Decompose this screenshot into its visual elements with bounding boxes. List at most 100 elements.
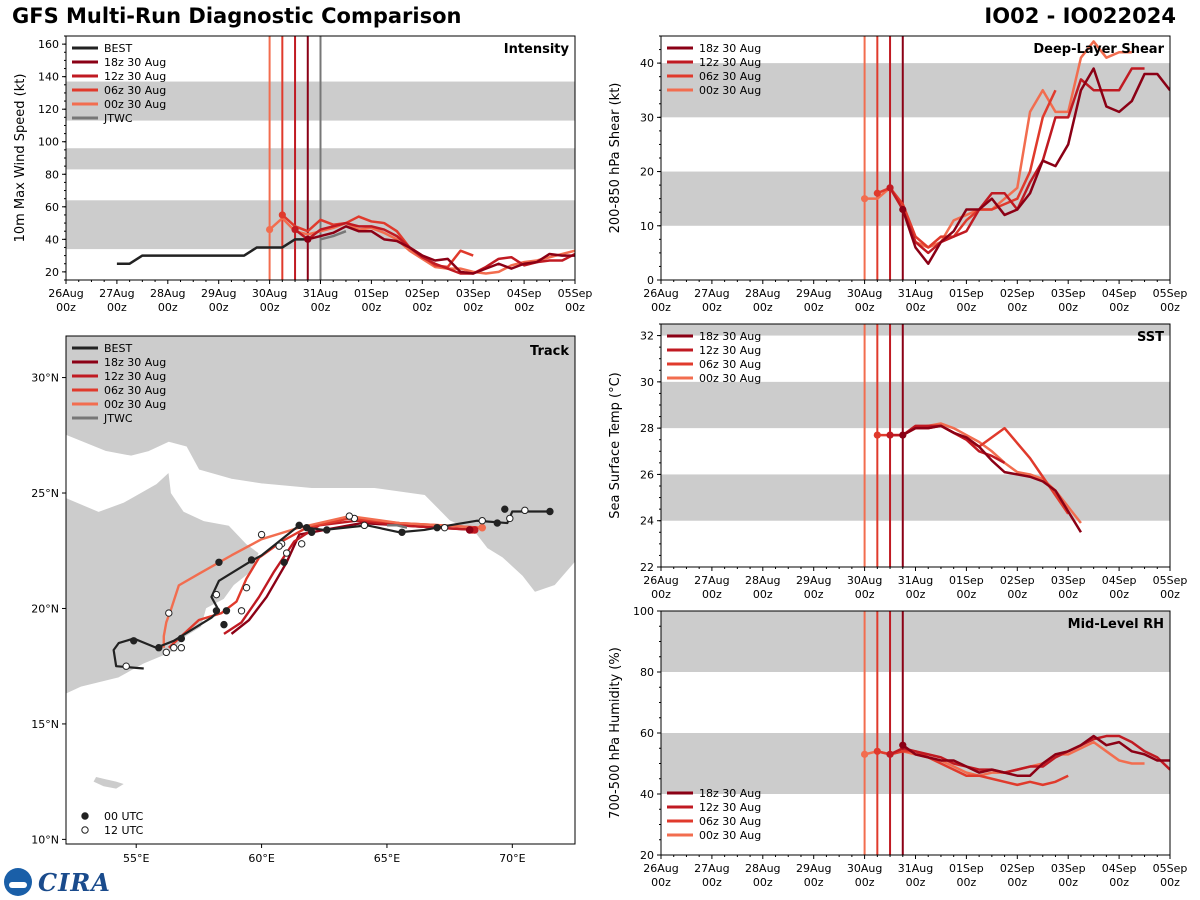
- legend-label: 00z 30 Aug: [699, 829, 761, 842]
- x-tick-label-hour: 00z: [311, 301, 331, 314]
- marker-legend-label: 12 UTC: [104, 824, 144, 837]
- threshold-band: [661, 381, 1170, 429]
- threshold-band: [661, 611, 1170, 672]
- x-tick-label: 05Sep: [1153, 862, 1188, 875]
- x-tick-label: 27Aug: [694, 574, 729, 587]
- y-tick-label: 28: [640, 422, 654, 435]
- x-tick-label: 04Sep: [507, 287, 542, 300]
- series-start-marker-12z: [886, 184, 894, 192]
- y-tick-label: 20: [45, 266, 59, 279]
- series-start-marker-00z: [861, 195, 869, 203]
- chart-sst: 22242628303226Aug00z27Aug00z28Aug00z29Au…: [608, 323, 1188, 601]
- chart-track: 55°E 60°E 65°E 70°E 10°N 15°N 20°N 25°N 30°N Trac…: [31, 335, 576, 865]
- x-tick-label-hour: 00z: [1109, 301, 1129, 314]
- series-start-marker-18z: [899, 741, 907, 749]
- panel-title: Intensity: [504, 42, 570, 57]
- x-tick-label: 30Aug: [252, 287, 287, 300]
- marker-legend-symbol: [81, 812, 89, 820]
- lat-tick-label: 30°N: [31, 372, 59, 385]
- legend-label: 18z 30 Aug: [699, 787, 761, 800]
- best-track-marker-00utc: [129, 637, 138, 645]
- x-tick-label-hour: 00z: [209, 301, 229, 314]
- x-tick-label-hour: 00z: [753, 588, 773, 601]
- y-tick-label: 120: [38, 103, 59, 116]
- x-tick-label: 05Sep: [1153, 287, 1188, 300]
- y-tick-label: 100: [633, 605, 654, 618]
- best-track-marker-00utc: [295, 521, 303, 530]
- track-line-JTWC: [386, 524, 408, 529]
- best-track-marker-00utc: [501, 505, 509, 513]
- y-tick-label: 40: [45, 233, 59, 246]
- plot-area: [661, 324, 1170, 567]
- map-frame: [65, 335, 576, 845]
- x-tick-label: 02Sep: [405, 287, 440, 300]
- legend-label: BEST: [104, 342, 132, 355]
- legend-label: 00z 30 Aug: [699, 372, 761, 385]
- best-track-marker-12utc: [297, 540, 306, 548]
- x-tick-label: 26Aug: [48, 287, 83, 300]
- best-track-marker-00utc: [212, 607, 221, 615]
- x-tick-label: 03Sep: [1051, 287, 1086, 300]
- x-tick-label: 05Sep: [1153, 574, 1188, 587]
- x-tick-label-hour: 00z: [1160, 588, 1180, 601]
- best-track-marker-12utc: [345, 512, 354, 520]
- series-start-marker-12z: [291, 225, 299, 234]
- x-tick-label-hour: 00z: [107, 301, 127, 314]
- best-track-marker-12utc: [162, 648, 170, 657]
- best-track-marker-00utc: [323, 526, 331, 534]
- marker-legend-symbol: [81, 826, 89, 834]
- x-tick-label-hour: 00z: [56, 301, 76, 314]
- x-tick-label-hour: 00z: [1109, 876, 1129, 889]
- x-tick-label-hour: 00z: [514, 301, 534, 314]
- track-line-BEST: [112, 510, 550, 670]
- y-tick-label: 22: [640, 561, 654, 574]
- legend-label: 06z 30 Aug: [699, 70, 761, 83]
- x-tick-label-hour: 00z: [906, 876, 926, 889]
- y-tick-label: 30: [640, 111, 654, 124]
- x-tick-label: 02Sep: [1000, 862, 1035, 875]
- x-tick-label: 01Sep: [949, 287, 984, 300]
- best-track-marker-00utc: [177, 634, 186, 643]
- best-track-marker-12utc: [122, 662, 130, 670]
- best-track-marker-12utc: [165, 609, 173, 617]
- series-line-00z: [268, 216, 575, 275]
- y-axis-label: 200-850 hPa Shear (kt): [608, 83, 623, 234]
- best-track-marker-00utc: [433, 523, 441, 532]
- legend-label: 18z 30 Aug: [104, 56, 166, 69]
- legend-label: 18z 30 Aug: [104, 356, 166, 369]
- y-tick-label: 100: [38, 136, 59, 149]
- legend-label: 12z 30 Aug: [104, 70, 166, 83]
- cira-logo-text: CIRA: [38, 867, 111, 897]
- lat-tick-label: 10°N: [31, 833, 59, 846]
- x-tick-label-hour: 00z: [702, 588, 722, 601]
- x-tick-label-hour: 00z: [1058, 588, 1078, 601]
- series-start-marker-12z: [886, 750, 894, 758]
- series-start-marker-06z: [278, 211, 286, 219]
- panel-title: Deep-Layer Shear: [1033, 42, 1164, 57]
- panel-title: Track: [530, 344, 569, 359]
- best-track-marker-00utc: [220, 620, 228, 629]
- y-tick-label: 40: [640, 57, 654, 70]
- x-tick-label: 01Sep: [949, 862, 984, 875]
- x-tick-label: 03Sep: [1051, 574, 1086, 587]
- x-tick-label: 26Aug: [643, 574, 678, 587]
- y-tick-label: 160: [38, 38, 59, 51]
- best-track-marker-00utc: [155, 644, 163, 652]
- x-tick-label: 03Sep: [1051, 862, 1086, 875]
- series-start-marker-06z: [873, 747, 881, 755]
- legend-label: 00z 30 Aug: [104, 398, 166, 411]
- cira-logo: CIRA: [4, 866, 111, 898]
- x-tick-label-hour: 00z: [855, 876, 875, 889]
- series-start-marker-18z: [899, 431, 907, 439]
- series-start-marker-18z: [304, 235, 312, 243]
- x-tick-label-hour: 00z: [804, 301, 824, 314]
- x-tick-label: 02Sep: [1000, 287, 1035, 300]
- lon-tick-label: 60°E: [248, 852, 274, 865]
- x-tick-label: 31Aug: [898, 574, 933, 587]
- best-track-marker-12utc: [521, 506, 529, 515]
- x-tick-label: 01Sep: [354, 287, 389, 300]
- legend-label: JTWC: [103, 112, 133, 125]
- lon-tick-label: 70°E: [499, 852, 525, 865]
- series-start-marker-00z: [266, 225, 274, 234]
